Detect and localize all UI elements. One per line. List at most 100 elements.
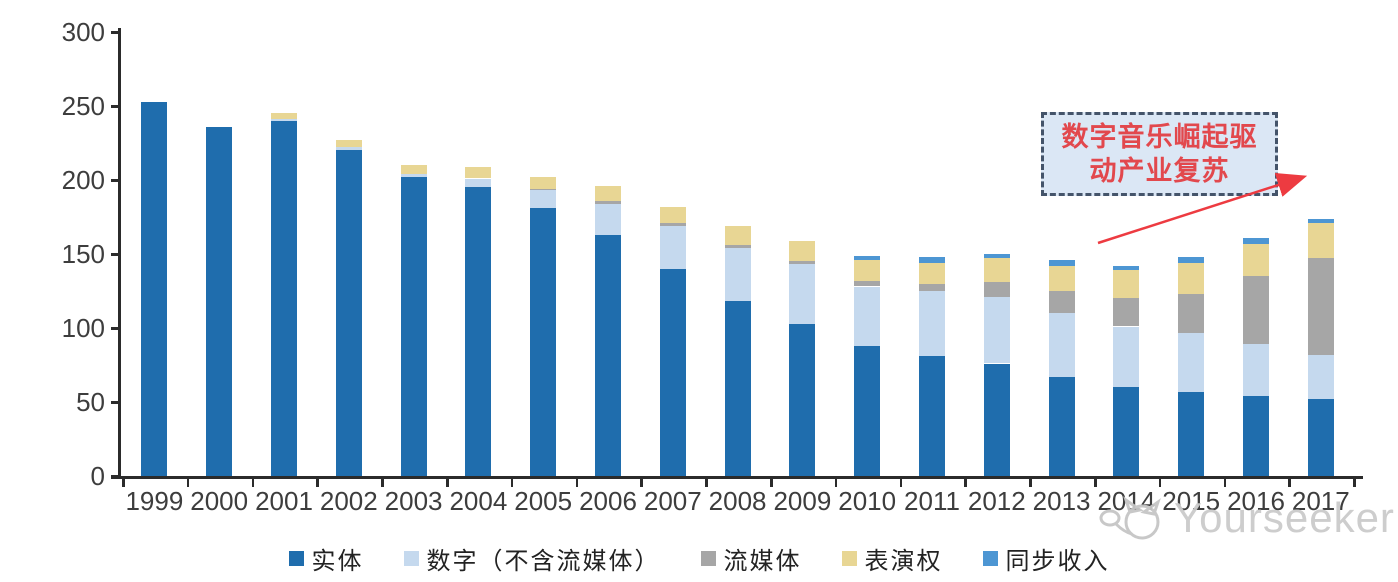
x-axis-label: 2004 bbox=[449, 486, 508, 516]
x-axis-label: 2016 bbox=[1227, 486, 1285, 516]
x-axis-label: 2008 bbox=[708, 486, 767, 516]
x-axis-tick bbox=[1288, 479, 1291, 487]
watermark: Yourseeker bbox=[1096, 488, 1396, 548]
y-axis-tick bbox=[111, 253, 119, 256]
x-axis-tick bbox=[770, 479, 773, 487]
x-axis-label: 2002 bbox=[319, 486, 378, 516]
annotation-text-line1: 数字音乐崛起驱 bbox=[1061, 122, 1258, 152]
bar-segment-2005 bbox=[530, 177, 557, 189]
annotation-box: 数字音乐崛起驱 动产业复苏 bbox=[1041, 112, 1278, 196]
y-axis-tick bbox=[111, 401, 119, 404]
watermark-text: Yourseeker bbox=[1174, 494, 1395, 541]
bar-segment-2017 bbox=[1307, 218, 1334, 223]
y-axis-line bbox=[118, 28, 121, 479]
y-axis-tick bbox=[111, 31, 119, 34]
bar-segment-2000 bbox=[206, 126, 233, 476]
yourseeker-logo-icon bbox=[1099, 496, 1161, 540]
bar-segment-2008 bbox=[724, 225, 751, 246]
x-axis-tick bbox=[1094, 479, 1097, 487]
bar-segment-2006 bbox=[595, 203, 621, 235]
bar-segment-2013 bbox=[1048, 265, 1075, 291]
x-axis-tick bbox=[251, 479, 255, 487]
legend-item: 流媒体 bbox=[700, 541, 802, 576]
x-axis-label: 1999 bbox=[125, 486, 184, 516]
y-axis-tick bbox=[111, 105, 119, 108]
x-axis-tick bbox=[575, 479, 579, 487]
y-axis-tick-label: 150 bbox=[61, 239, 105, 269]
bar-segment-2014 bbox=[1113, 326, 1140, 388]
bar-segment-2003 bbox=[400, 177, 427, 476]
bar-segment-2013 bbox=[1048, 313, 1075, 377]
x-axis-tick bbox=[640, 479, 643, 487]
bar-segment-2016 bbox=[1243, 276, 1269, 345]
bar-segment-2007 bbox=[659, 268, 686, 476]
bar-segment-2012 bbox=[983, 363, 1010, 476]
bar-segment-2010 bbox=[854, 345, 881, 476]
bar-segment-2004 bbox=[465, 178, 492, 188]
bar-segment-2011 bbox=[919, 262, 945, 284]
legend-swatch bbox=[288, 551, 304, 566]
bar-segment-2008 bbox=[724, 248, 751, 302]
bar-segment-2011 bbox=[919, 291, 945, 357]
y-axis-tick-label: 250 bbox=[61, 91, 105, 121]
x-axis-tick bbox=[899, 479, 903, 487]
bar-segment-2017 bbox=[1307, 399, 1334, 476]
bar-segment-2003 bbox=[400, 174, 427, 178]
legend-item: 实体 bbox=[288, 541, 364, 576]
annotation-text-line2: 动产业复苏 bbox=[1089, 156, 1230, 186]
bar-segment-2006 bbox=[595, 234, 621, 476]
x-axis-tick bbox=[1353, 479, 1356, 487]
bar-segment-2017 bbox=[1307, 354, 1334, 399]
bar-segment-2002 bbox=[335, 147, 362, 151]
bar-segment-2001 bbox=[271, 120, 297, 476]
bar-segment-2015 bbox=[1178, 332, 1205, 392]
bar-segment-2012 bbox=[983, 258, 1010, 283]
legend-swatch bbox=[841, 551, 857, 566]
bar-segment-2007 bbox=[659, 222, 686, 226]
bar-segment-2009 bbox=[789, 323, 816, 476]
bar-segment-2017 bbox=[1307, 258, 1334, 355]
bar-segment-2013 bbox=[1048, 376, 1075, 476]
x-axis-label: 2010 bbox=[838, 486, 897, 516]
y-axis-tick bbox=[111, 327, 119, 330]
legend: 实体 数字（不含流媒体） 流媒体 表演权 同步收入 bbox=[0, 541, 1398, 576]
y-axis-tick bbox=[111, 179, 119, 182]
bar-segment-2014 bbox=[1113, 387, 1140, 476]
bar-segment-2012 bbox=[983, 296, 1010, 364]
legend-item: 数字（不含流媒体） bbox=[403, 541, 661, 576]
x-axis-label: 2007 bbox=[643, 486, 702, 516]
x-axis-tick bbox=[964, 479, 967, 487]
x-axis-label: 2011 bbox=[904, 486, 960, 516]
legend-label: 表演权 bbox=[864, 548, 943, 575]
x-axis-label: 2013 bbox=[1032, 486, 1091, 516]
bar-segment-2001 bbox=[271, 119, 297, 121]
x-axis-label: 2000 bbox=[190, 486, 249, 516]
x-axis-tick bbox=[316, 479, 319, 487]
bar-segment-2010 bbox=[854, 259, 881, 281]
y-axis-tick-label: 100 bbox=[61, 313, 105, 343]
bar-segment-2014 bbox=[1113, 265, 1140, 271]
bar-segment-2016 bbox=[1243, 344, 1269, 397]
bar-segment-2014 bbox=[1113, 298, 1140, 327]
legend-item: 表演权 bbox=[841, 541, 943, 576]
x-axis-label: 2005 bbox=[514, 486, 573, 516]
bar-segment-2005 bbox=[530, 188, 557, 191]
legend-swatch bbox=[700, 551, 716, 566]
x-axis-tick bbox=[446, 479, 449, 487]
y-axis-tick-label: 0 bbox=[90, 461, 105, 491]
bar-segment-2010 bbox=[854, 286, 881, 346]
x-axis-label: 2012 bbox=[967, 486, 1026, 516]
y-axis-tick bbox=[111, 475, 119, 478]
bar-segment-2006 bbox=[595, 185, 621, 201]
bar-segment-2005 bbox=[530, 208, 557, 476]
legend-swatch bbox=[982, 551, 998, 566]
bar-segment-2002 bbox=[335, 150, 362, 476]
bar-segment-2008 bbox=[724, 245, 751, 249]
x-axis-line bbox=[111, 476, 1363, 479]
bar-segment-2011 bbox=[919, 283, 945, 291]
x-axis-tick bbox=[834, 479, 838, 487]
bar-segment-2007 bbox=[659, 206, 686, 223]
bar-segment-1999 bbox=[141, 101, 168, 476]
legend-item: 同步收入 bbox=[982, 541, 1110, 576]
bar-segment-2004 bbox=[465, 166, 492, 179]
